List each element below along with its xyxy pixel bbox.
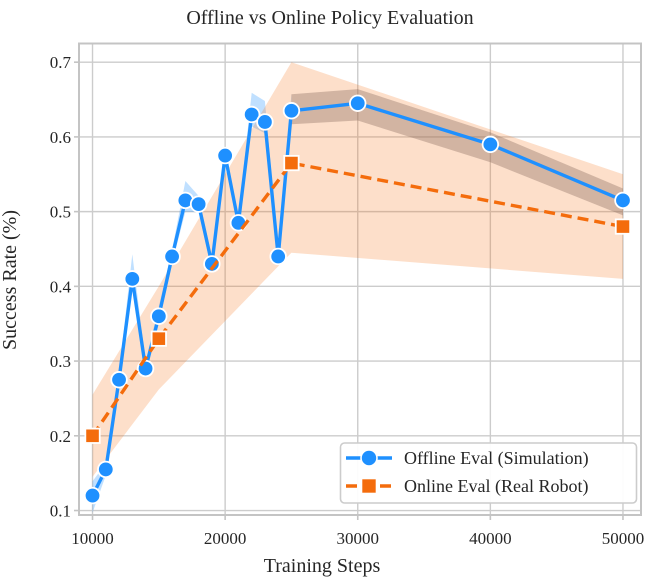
- data-point-series-0: [614, 191, 632, 210]
- y-tick-label: 0.3: [50, 352, 71, 371]
- data-point-series-1: [283, 154, 300, 172]
- legend-box: [339, 442, 638, 504]
- legend-label-offline: Offline Eval (Simulation): [404, 448, 589, 469]
- axes-spines: [78, 42, 642, 516]
- y-tick-label: 0.7: [50, 53, 72, 72]
- plot-border: [78, 42, 642, 516]
- x-tick-label: 30000: [336, 529, 379, 548]
- x-tick-label: 40000: [469, 529, 512, 548]
- data-point-series-0: [349, 94, 367, 112]
- data-point-series-0: [269, 247, 287, 266]
- confidence-band-series-1: [92, 62, 623, 477]
- data-point-series-0: [282, 102, 301, 120]
- data-point-series-0: [481, 135, 500, 154]
- data-point-series-1: [614, 218, 632, 235]
- data-point-series-0: [83, 486, 102, 505]
- x-axis-label: Training Steps: [264, 555, 381, 577]
- legend-marker-circle: [360, 449, 378, 467]
- data-point-series-0: [189, 195, 208, 213]
- y-tick-label: 0.5: [50, 203, 71, 222]
- data-point-series-0: [256, 113, 274, 131]
- y-tick-label: 0.1: [50, 502, 71, 521]
- data-point-series-0: [163, 247, 181, 266]
- chart-title: Offline vs Online Policy Evaluation: [186, 7, 473, 29]
- x-tick-label: 20000: [204, 529, 247, 548]
- confidence-band-series-0: [291, 89, 623, 216]
- y-tick-label: 0.4: [50, 277, 72, 296]
- data-point-series-1: [150, 330, 167, 347]
- data-point-series-0: [110, 371, 128, 389]
- x-tick-label: 50000: [602, 529, 645, 548]
- tick-layer: 10000 20000 30000 40000 50000 0.1 0.2 0.3 0.4 0.5…: [50, 53, 644, 548]
- y-axis-label: Success Rate (%): [0, 210, 21, 350]
- legend-label-online: Online Eval (Real Robot): [404, 476, 588, 497]
- y-tick-label: 0.6: [50, 128, 71, 147]
- legend-marker-square: [360, 477, 378, 495]
- data-point-series-0: [150, 307, 168, 325]
- data-point-series-0: [203, 255, 221, 273]
- legend-handles: [346, 449, 392, 495]
- series-layer: [83, 94, 632, 505]
- series-1: [84, 154, 632, 444]
- series-1-line: [91, 161, 624, 437]
- data-point-series-0: [216, 146, 234, 165]
- series-0: [83, 94, 632, 505]
- legend: Offline Eval (Simulation) Online Eval (R…: [339, 442, 638, 504]
- data-point-series-0: [123, 270, 142, 288]
- x-tick-label: 10000: [71, 529, 114, 548]
- data-point-series-0: [97, 460, 115, 479]
- data-point-series-1: [84, 427, 101, 444]
- y-tick-label: 0.2: [50, 427, 71, 446]
- data-point-series-0: [242, 105, 261, 124]
